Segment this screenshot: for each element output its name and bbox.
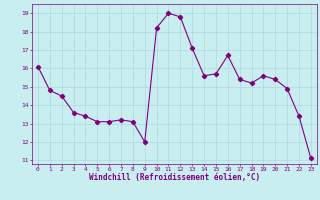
- X-axis label: Windchill (Refroidissement éolien,°C): Windchill (Refroidissement éolien,°C): [89, 173, 260, 182]
